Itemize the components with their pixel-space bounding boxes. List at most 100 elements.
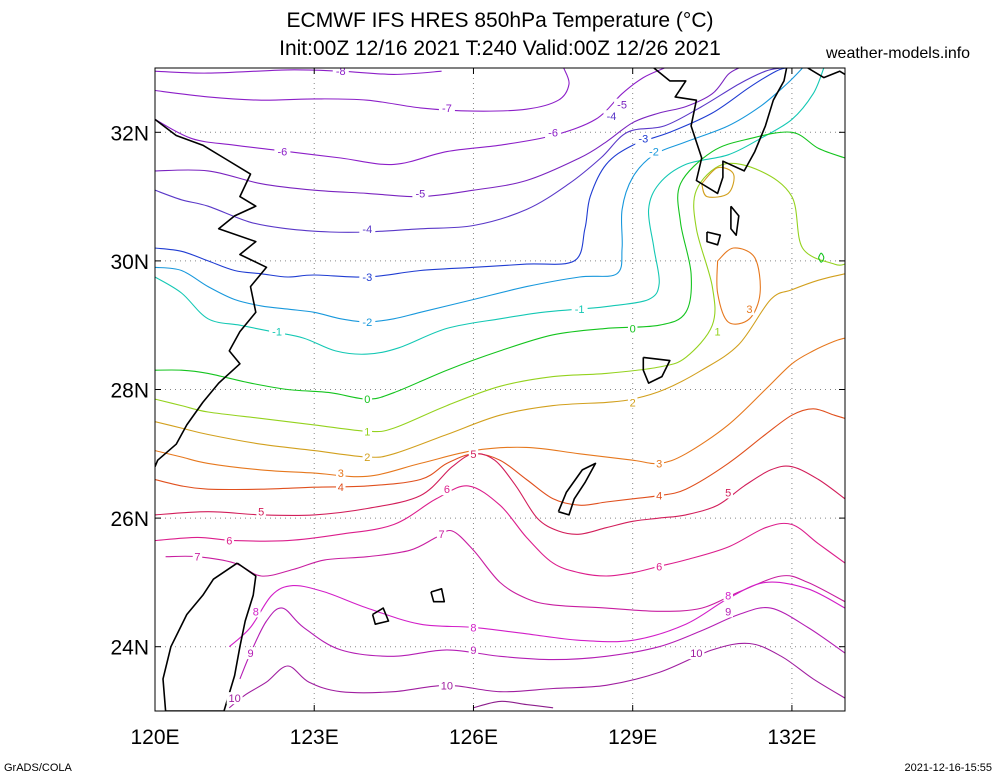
isotherm-label: 9 [725, 606, 731, 618]
isotherm-label-bg [359, 315, 376, 328]
isotherm-6 [155, 485, 845, 577]
isotherm-label-bg [274, 145, 291, 158]
isotherm-label: 0 [630, 323, 636, 335]
isotherm-label: 6 [444, 484, 450, 496]
x-tick-label: 126E [449, 726, 498, 749]
isotherm-label: 1 [364, 426, 370, 438]
isotherm-label-bg [438, 101, 455, 114]
isotherm-label-bg [442, 483, 452, 496]
isotherm-0 [817, 252, 825, 263]
isotherm-3 [155, 337, 845, 478]
isotherm-label: 10 [441, 680, 453, 692]
isotherm-label-bg [468, 643, 479, 656]
isotherm-label-bg [468, 621, 479, 634]
isotherm-2 [701, 166, 735, 198]
isotherm-label: -5 [617, 100, 627, 112]
isotherm-minus5 [155, 68, 740, 198]
isotherm-label: -4 [362, 224, 372, 236]
isotherm-label-bg [603, 110, 620, 123]
isotherm-label-bg [251, 605, 261, 618]
isotherm-label: 10 [690, 648, 702, 660]
isotherm-label: 7 [439, 529, 445, 541]
isotherm-label: 8 [725, 590, 731, 602]
isotherm-label: 5 [725, 487, 731, 499]
isotherm-9 [239, 607, 845, 680]
chart-title: ECMWF IFS HRES 850hPa Temperature (°C) [286, 9, 714, 32]
isotherm-label: 2 [364, 452, 370, 464]
isotherm-label-bg [336, 467, 346, 480]
isotherm-4 [155, 408, 845, 506]
isotherm-minus2 [155, 68, 803, 323]
isotherm-label: -1 [575, 304, 585, 316]
y-tick-label: 24N [110, 637, 149, 660]
isotherm-8 [228, 581, 845, 648]
isotherm-5 [155, 452, 845, 535]
isotherm-label: 2 [630, 397, 636, 409]
isotherm-label: -2 [649, 147, 659, 159]
isotherm-label-bg [359, 270, 376, 283]
isotherm-label-bg [269, 325, 286, 338]
site-label: weather-models.info [826, 45, 971, 62]
y-tick-label: 32N [110, 122, 149, 145]
isotherm-label: 5 [258, 507, 264, 519]
isotherm-label: 0 [364, 394, 370, 406]
isotherm-label-bg [412, 187, 429, 200]
isotherm-label: 9 [247, 648, 253, 660]
isotherm-minus6 [155, 68, 665, 166]
grid-lines [155, 68, 845, 711]
isotherm-label-bg [336, 481, 346, 494]
coastline-china-coast [155, 118, 268, 468]
isotherm-label: -6 [548, 127, 558, 139]
isotherm-label-bg [362, 425, 373, 438]
isotherm-label: 10 [228, 693, 240, 705]
isotherm-label-bg [654, 560, 664, 573]
chart-subtitle: Init:00Z 12/16 2021 T:240 Valid:00Z 12/2… [279, 37, 721, 60]
y-tick-label: 30N [110, 251, 149, 274]
coastline-miyako [430, 588, 446, 603]
coastline-tanegashima [730, 205, 740, 236]
isotherm-label: 9 [470, 645, 476, 657]
isotherm-label: 6 [226, 536, 232, 548]
coastline-yakushima [706, 231, 722, 246]
axis-ticks: 120E 123E 126E 129E 132E 24N 26N 28N 30N 32N [110, 68, 845, 749]
isotherm-3 [716, 247, 761, 325]
isotherm-label-bg [226, 692, 243, 705]
coastlines [155, 68, 845, 711]
isotherm-label: 4 [656, 491, 662, 503]
x-tick-label: 123E [290, 726, 339, 749]
isotherm-label: 8 [253, 606, 259, 618]
isotherm-label: -3 [638, 134, 648, 146]
isotherm-label: 6 [656, 561, 662, 573]
x-tick-label: 132E [767, 726, 816, 749]
isotherm-label: -4 [607, 111, 617, 123]
footer-timestamp: 2021-12-16-15:55 [904, 762, 992, 774]
isotherm-label-bg [362, 451, 373, 464]
isotherm-minus8 [155, 69, 442, 75]
isotherm-label: -7 [442, 103, 452, 115]
isotherm-label-bg [712, 325, 723, 338]
isotherm-label-bg [645, 145, 662, 158]
isotherm-label-bg [744, 303, 755, 316]
isotherm-label-bg [654, 489, 664, 502]
isotherm-label: -8 [336, 66, 346, 78]
isotherm-label-bg [627, 396, 638, 409]
isotherm-label-bg [224, 534, 235, 547]
isotherm-minus7 [155, 68, 570, 112]
isotherm-label-bg [256, 505, 266, 518]
isotherm-label: -6 [277, 147, 287, 159]
y-tick-label: 26N [110, 508, 149, 531]
coastline-taiwan [162, 562, 257, 711]
isotherm-label: 8 [470, 622, 476, 634]
isotherm-label: 3 [746, 304, 752, 316]
isotherm-label-bg [654, 457, 664, 470]
isotherm-label-bg [359, 222, 376, 235]
isotherm-label: -3 [362, 272, 372, 284]
isotherm-minus3 [155, 68, 787, 278]
isotherm-label: 7 [194, 552, 200, 564]
isotherm-label-bg [723, 589, 733, 602]
y-tick-label: 28N [110, 380, 149, 403]
isotherm-label-bg [614, 98, 631, 111]
isotherm-label: 4 [338, 482, 344, 494]
x-tick-label: 129E [608, 726, 657, 749]
